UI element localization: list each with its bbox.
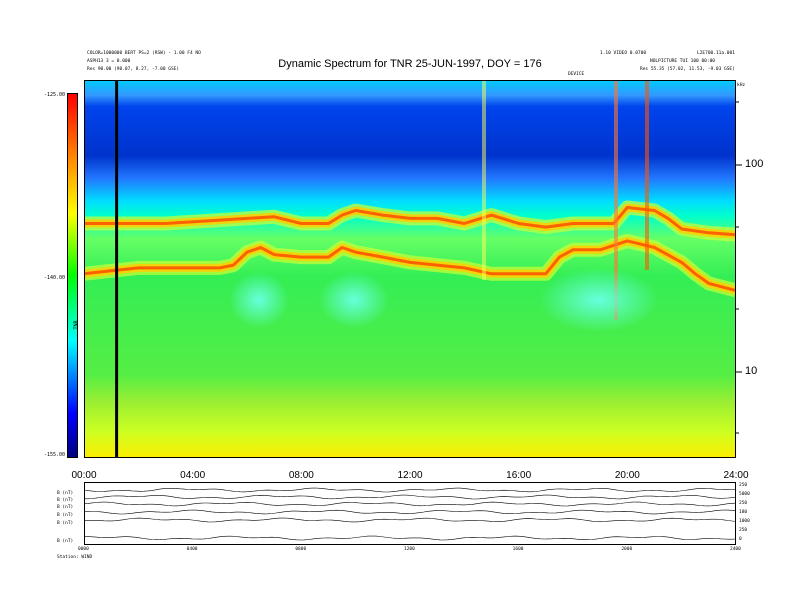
header-right-line1: L2E700.11a.001 [697,51,735,56]
parameter-x-tick-2: 0800 [295,547,307,552]
parameter-right-tick-2: 5000 [739,492,750,497]
parameter-row-label-1: B (nT) [57,491,74,496]
parameter-right-tick-4: 180 [739,510,748,515]
parameter-trace-5 [84,517,736,523]
x-tick-4: 16:00 [506,470,532,481]
emission-band-1-layer-3 [84,206,736,237]
colorbar-tick-top: -125.00 [44,92,66,98]
unit-label: kHz [737,83,746,88]
plot-frame [84,80,736,458]
parameter-trace-1 [84,487,736,493]
chart-title: Dynamic Spectrum for TNR 25-JUN-1997, DO… [278,58,542,70]
footer-station: Station: WIND [57,555,93,560]
spectrogram-plot [84,80,736,458]
x-tick-0: 00:00 [71,470,97,481]
bright-streak-1 [482,80,486,280]
parameter-right-tick-3: 250 [739,501,748,506]
parameter-row-label-4: B (nT) [57,513,74,518]
bright-streak-2 [614,80,618,320]
parameter-right-tick-7: 0 [739,537,742,542]
x-tick-5: 20:00 [614,470,640,481]
colorbar-tick-bottom: -155.00 [44,452,66,458]
parameter-row-label-6: B (nT) [57,539,74,544]
parameter-trace-2 [84,494,736,500]
cyan-patch-2 [319,272,389,328]
header-right-line3: Res 55.35 (57.02, 11.53, -9.03 GSE) [640,67,735,72]
parameter-x-tick-0: 0000 [78,547,89,552]
header-left-line3: Res 90.00 (90.07, 8.27, -7.00 GSE) [87,67,180,72]
parameter-panel [84,482,736,545]
cyan-patch-3 [539,268,659,332]
header-right-line2: NOLPICTURE TUI 100 00:00 [650,59,716,64]
parameter-x-tick-1: 0400 [186,547,198,552]
parameter-right-tick-1: 250 [739,483,748,488]
emission-band-2-layer-3 [84,239,736,292]
x-tick-3: 12:00 [397,470,423,481]
header-left-line2: ASPH13 3 = 0.000 [87,59,131,64]
x-tick-1: 04:00 [180,470,206,481]
parameter-trace-4 [84,509,736,515]
parameter-x-tick-4: 1600 [512,547,524,552]
colorbar-label: TNR [73,320,80,330]
parameter-x-tick-6: 2400 [730,547,741,552]
parameter-trace-6 [84,535,736,541]
header-left-line1: COLOR=1000000 BERT PS=2 (RSW) - 1.00 F4 … [87,51,201,56]
parameter-x-tick-5: 2000 [621,547,633,552]
x-tick-2: 08:00 [288,470,314,481]
y-tick-10: 10 [745,365,758,377]
parameter-row-label-2: B (nT) [57,498,74,503]
x-tick-6: 24:00 [723,470,749,481]
cyan-patch-1 [229,272,289,328]
y-tick-100: 100 [745,158,764,170]
colorbar-tick-mid: -140.00 [44,275,66,281]
parameter-right-tick-5: 1000 [739,519,750,524]
parameter-trace-3 [84,501,736,507]
parameter-row-label-5: B (nT) [57,521,74,526]
right-axis-ticks [736,101,742,434]
header-mid-label: DEVICE [568,72,585,77]
parameter-row-label-3: B (nT) [57,505,74,510]
bright-streak-3 [645,80,649,270]
parameter-x-tick-3: 1200 [404,547,415,552]
header-center: 1.10 VIDEO 0.0700 [600,51,647,56]
parameter-right-tick-6: 250 [739,528,748,533]
colorbar [67,93,78,458]
